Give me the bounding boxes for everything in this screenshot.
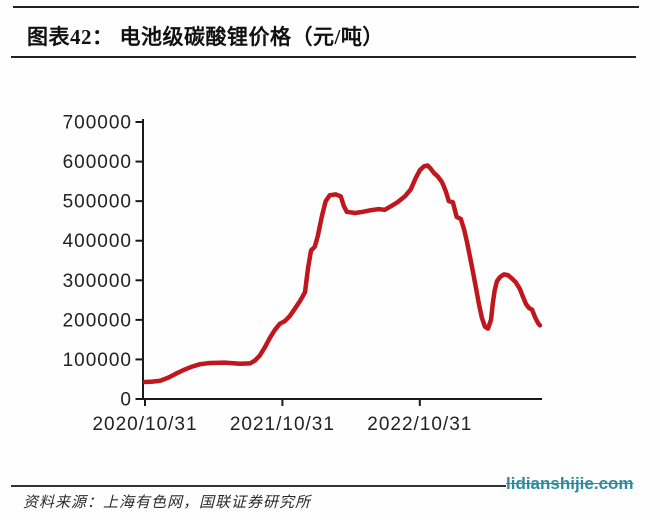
footer-rule [11, 485, 506, 487]
y-axis-label: 600000 [63, 152, 132, 173]
figure-number-label: 图表42： [27, 25, 114, 49]
y-axis-label: 300000 [63, 271, 132, 292]
y-axis-label: 100000 [63, 350, 132, 371]
y-axis-label: 200000 [63, 310, 132, 331]
figure-title-row: 图表42： 电池级碳酸锂价格（元/吨） [27, 21, 384, 51]
x-axis-label: 2021/10/31 [230, 414, 335, 435]
x-axis-label: 2020/10/31 [92, 414, 197, 435]
title-divider-rule [11, 56, 636, 58]
x-axis-label: 2022/10/31 [367, 414, 472, 435]
y-axis-label: 700000 [63, 113, 132, 134]
figure-title: 电池级碳酸锂价格（元/吨） [119, 25, 384, 49]
watermark-text: lidianshijie.com [506, 474, 634, 493]
y-axis-label: 500000 [63, 192, 132, 213]
y-axis-label: 0 [120, 390, 132, 411]
top-rule [13, 6, 639, 8]
source-note: 资料来源：上海有色网，国联证券研究所 [23, 495, 312, 511]
y-axis-label: 400000 [63, 231, 132, 252]
price-line [142, 163, 543, 385]
